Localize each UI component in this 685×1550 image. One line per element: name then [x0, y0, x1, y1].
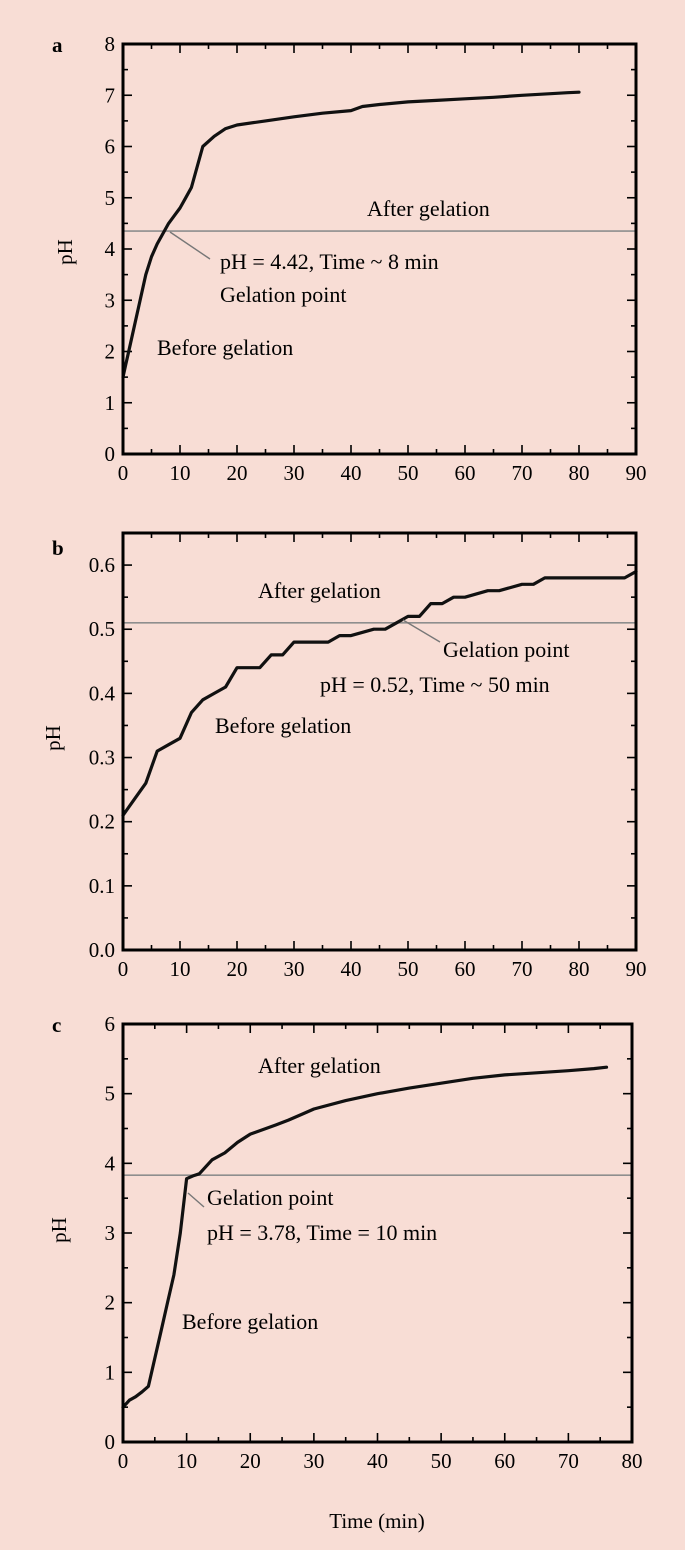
x-tick-label: 60 — [455, 461, 476, 485]
plot-frame-a — [121, 42, 638, 456]
x-tick-label: 80 — [569, 461, 590, 485]
gelation-point-label-a: Gelation point — [220, 282, 346, 307]
y-tick-label: 0.1 — [89, 874, 115, 898]
x-tick-label: 20 — [227, 957, 248, 981]
x-tick-label: 0 — [118, 461, 129, 485]
y-tick-label: 4 — [105, 237, 116, 261]
panel-b: b pH 0 10 20 30 40 50 60 70 80 90 0.0 0.1 0.2 0.3 0.4 0… — [41, 531, 647, 981]
y-tick-label: 2 — [105, 340, 116, 364]
y-tick-label: 4 — [105, 1151, 116, 1175]
gelation-pointer-a — [169, 231, 211, 260]
gelation-point-label-c: Gelation point — [207, 1185, 333, 1210]
y-tick-label: 0.6 — [89, 553, 115, 577]
series-line-c — [121, 1065, 609, 1409]
y-axis-title-b: pH — [41, 725, 65, 751]
panel-label-c: c — [52, 1013, 61, 1037]
y-tick-label: 5 — [105, 186, 116, 210]
series-line-a — [121, 90, 581, 379]
series-line-b — [121, 569, 638, 817]
y-tick-label: 7 — [105, 83, 116, 107]
x-tick-label: 50 — [431, 1449, 452, 1473]
plot-frame-b — [121, 531, 638, 952]
x-tick-label: 70 — [512, 461, 533, 485]
gelation-value-label-b: pH = 0.52, Time ~ 50 min — [320, 672, 550, 697]
x-tick-label: 70 — [558, 1449, 579, 1473]
x-tick-label: 30 — [284, 957, 305, 981]
x-tick-label: 70 — [512, 957, 533, 981]
y-axis-title-a: pH — [53, 239, 77, 265]
gelation-pointer-b — [402, 619, 441, 643]
x-tick-label: 80 — [622, 1449, 643, 1473]
y-tick-label: 1 — [105, 391, 116, 415]
after-gelation-label-c: After gelation — [258, 1053, 381, 1078]
x-tick-label: 60 — [494, 1449, 515, 1473]
after-gelation-label-a: After gelation — [367, 196, 490, 221]
panel-label-a: a — [52, 33, 63, 57]
x-tick-label: 30 — [284, 461, 305, 485]
y-tick-label: 2 — [105, 1291, 116, 1315]
gelation-point-label-b: Gelation point — [443, 637, 569, 662]
gelation-pointer-c — [187, 1192, 205, 1208]
y-axis-title-c: pH — [47, 1217, 71, 1243]
y-tick-label: 0.5 — [89, 617, 115, 641]
x-tick-label: 80 — [569, 957, 590, 981]
y-tick-label: 8 — [105, 32, 116, 56]
before-gelation-label-a: Before gelation — [157, 335, 293, 360]
y-tick-label: 0.0 — [89, 938, 115, 962]
x-tick-label: 90 — [626, 461, 647, 485]
x-tick-label: 30 — [303, 1449, 324, 1473]
x-tick-label: 40 — [341, 957, 362, 981]
y-tick-label: 0.2 — [89, 810, 115, 834]
after-gelation-label-b: After gelation — [258, 578, 381, 603]
y-tick-label: 3 — [105, 288, 116, 312]
panel-label-b: b — [52, 536, 64, 560]
x-tick-label: 20 — [227, 461, 248, 485]
x-tick-label: 20 — [240, 1449, 261, 1473]
before-gelation-label-c: Before gelation — [182, 1309, 318, 1334]
y-tick-label: 0.3 — [89, 746, 115, 770]
y-tick-label: 0 — [105, 442, 116, 466]
x-tick-label: 10 — [176, 1449, 197, 1473]
x-tick-label: 50 — [398, 957, 419, 981]
y-tick-label: 0.4 — [89, 681, 116, 705]
x-tick-label: 40 — [341, 461, 362, 485]
panel-c: c pH 0 10 20 30 40 50 60 70 80 0 1 2 3 4 5 6 After gela… — [47, 1012, 643, 1533]
before-gelation-label-b: Before gelation — [215, 713, 351, 738]
panel-a: a pH 0 10 20 30 40 50 60 70 80 90 0 1 2 3 4 5 6 7 8 After … — [52, 32, 647, 485]
x-tick-label: 50 — [398, 461, 419, 485]
x-tick-label: 10 — [170, 957, 191, 981]
x-tick-label: 60 — [455, 957, 476, 981]
x-tick-label: 40 — [367, 1449, 388, 1473]
y-tick-label: 6 — [105, 135, 116, 159]
gelation-value-label-c: pH = 3.78, Time = 10 min — [207, 1220, 437, 1245]
y-tick-label: 0 — [105, 1430, 116, 1454]
gelation-value-label-a: pH = 4.42, Time ~ 8 min — [220, 249, 439, 274]
plot-frame-c — [121, 1022, 634, 1444]
y-tick-label: 1 — [105, 1360, 116, 1384]
x-tick-label: 0 — [118, 1449, 129, 1473]
x-tick-label: 10 — [170, 461, 191, 485]
x-tick-label: 0 — [118, 957, 129, 981]
x-axis-title-c: Time (min) — [329, 1509, 424, 1533]
y-tick-label: 6 — [105, 1012, 116, 1036]
x-tick-label: 90 — [626, 957, 647, 981]
y-tick-label: 3 — [105, 1221, 116, 1245]
y-tick-label: 5 — [105, 1082, 116, 1106]
